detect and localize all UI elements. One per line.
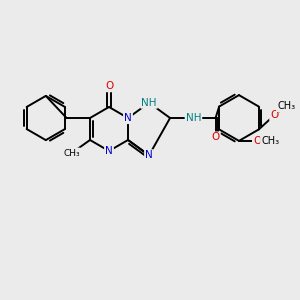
Text: NH: NH bbox=[186, 113, 201, 123]
Text: CH₃: CH₃ bbox=[261, 136, 279, 146]
Text: O: O bbox=[212, 133, 220, 142]
Text: NH: NH bbox=[141, 98, 157, 108]
Text: O: O bbox=[253, 136, 261, 146]
Text: N: N bbox=[105, 146, 113, 156]
Text: N: N bbox=[145, 150, 153, 160]
Text: O: O bbox=[270, 110, 278, 120]
Text: N: N bbox=[124, 113, 132, 123]
Text: O: O bbox=[105, 81, 113, 91]
Text: CH₃: CH₃ bbox=[277, 101, 295, 111]
Text: CH₃: CH₃ bbox=[64, 148, 80, 158]
